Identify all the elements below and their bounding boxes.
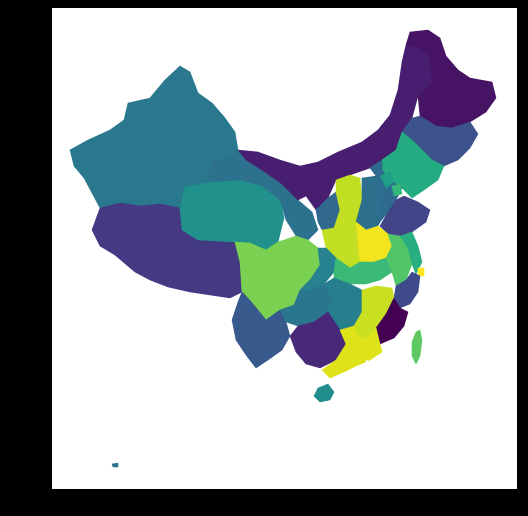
region-xizang[interactable] (91, 202, 243, 299)
region-shandong[interactable] (379, 195, 431, 237)
region-guangdong[interactable] (321, 325, 383, 379)
region-tianjin[interactable] (391, 183, 403, 197)
region-beijing[interactable] (379, 171, 395, 189)
region-hubei[interactable] (333, 257, 393, 285)
region-nanhai-islet[interactable] (111, 462, 119, 468)
region-hongkong[interactable] (365, 359, 371, 367)
region-taiwan[interactable] (411, 329, 423, 365)
region-hainan[interactable] (313, 383, 335, 403)
region-yunnan[interactable] (231, 291, 291, 369)
region-shanghai[interactable] (417, 267, 425, 277)
region-heilongjiang[interactable] (405, 29, 497, 129)
